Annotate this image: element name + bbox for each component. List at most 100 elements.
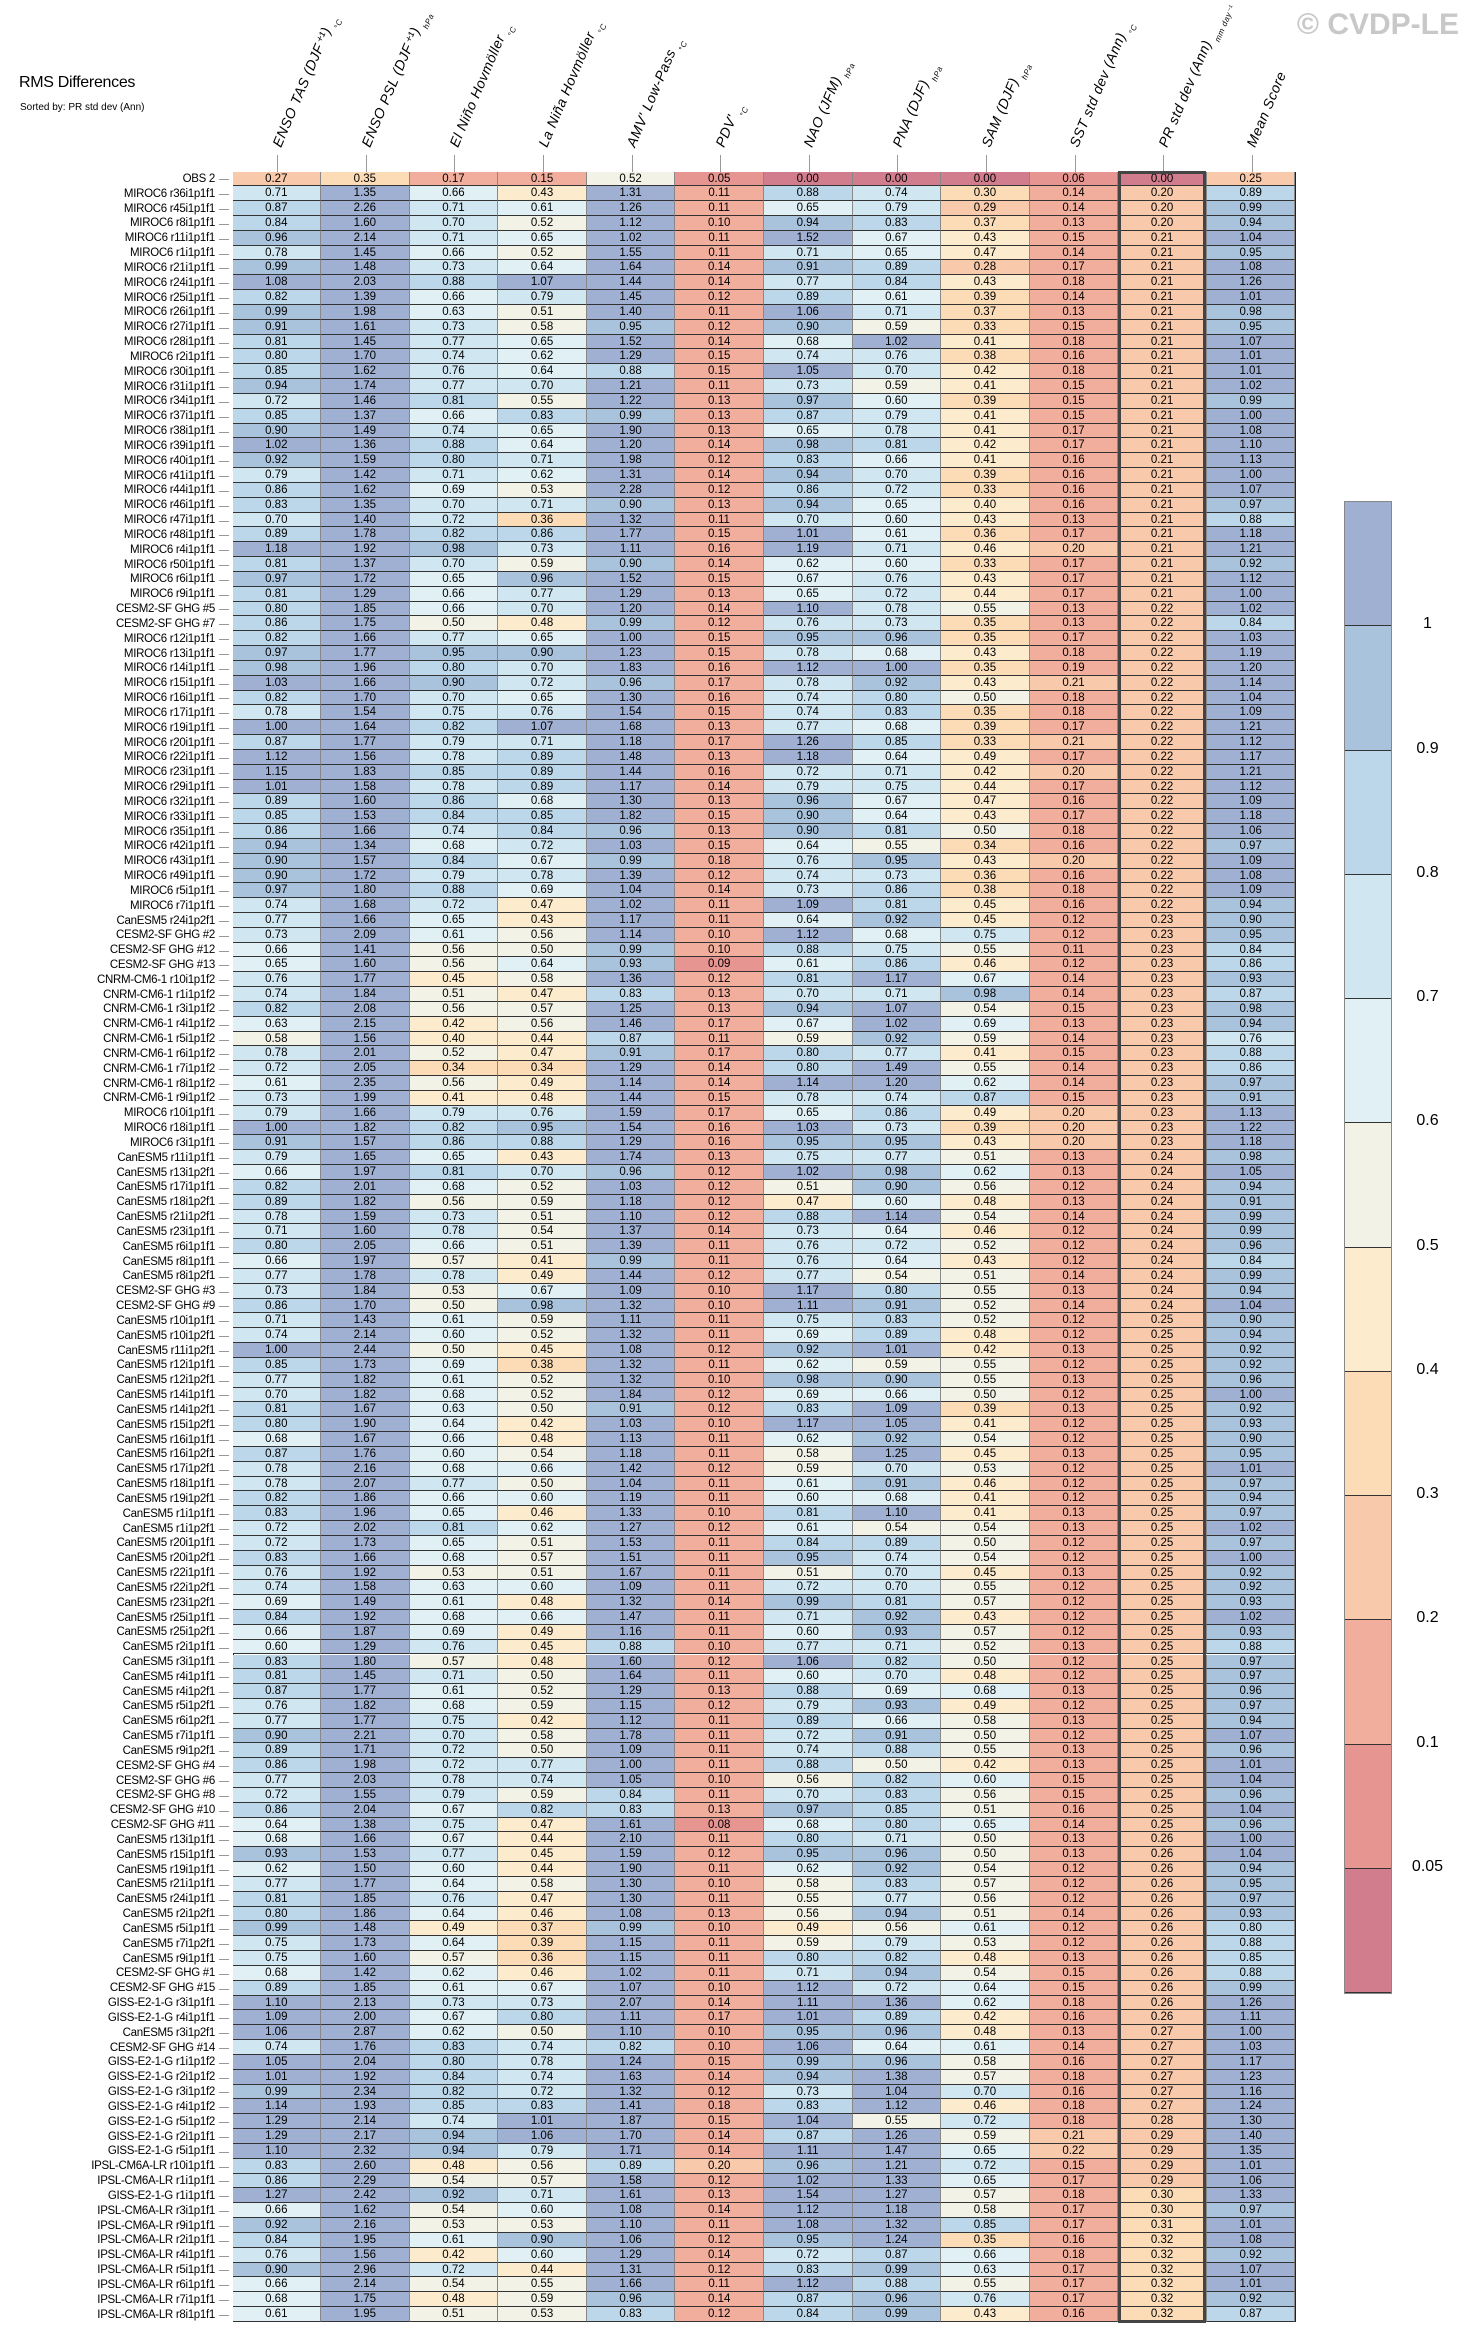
heatmap-cell: 1.01 [232,2069,322,2085]
heatmap-cell: 1.26 [763,735,853,750]
table-row: 0.97 1.77 0.95 0.90 1.23 0.15 0.78 0.68 0.43 0.18… [232,646,1297,661]
row-tick [219,1499,229,1501]
heatmap-cell: 1.00 [1206,1550,1296,1566]
heatmap-cell: 1.13 [1206,1105,1296,1121]
table-row: 0.66 2.14 0.54 0.55 1.66 0.11 1.12 0.88 0.55 0.17… [232,2277,1297,2293]
heatmap-cell: 0.39 [941,468,1030,483]
heatmap-cell: 1.54 [586,705,676,721]
row-tick [219,1484,229,1486]
heatmap-cell: 0.58 [498,1728,587,1744]
heatmap-cell: 0.26 [1118,1862,1207,1877]
heatmap-cell: 0.78 [409,749,499,765]
heatmap-cell: 0.30 [941,186,1030,202]
heatmap-cell: 1.10 [1206,438,1296,454]
heatmap-cell: 0.48 [498,1432,587,1447]
heatmap-cell: 1.90 [586,423,676,439]
table-row: 0.76 1.56 0.42 0.60 1.29 0.14 0.72 0.87 0.66 0.18… [232,2247,1297,2263]
heatmap-cell: 0.14 [675,2069,764,2085]
table-row: 0.91 1.61 0.73 0.58 0.95 0.12 0.90 0.59 0.33 0.15… [232,319,1297,335]
heatmap-cell: 1.44 [586,1268,676,1284]
heatmap-cell: 0.77 [409,379,499,394]
heatmap-cell: 1.07 [852,1001,942,1017]
heatmap-cell: 1.22 [1206,1120,1296,1136]
colorbar-label: 1 [1423,615,1432,633]
heatmap-cell: 1.86 [321,1491,410,1507]
row-tick [219,357,229,359]
heatmap-cell: 0.20 [1029,764,1119,780]
heatmap-cell: 0.65 [498,230,587,246]
heatmap-cell: 0.15 [1029,2158,1119,2174]
heatmap-cell: 0.11 [675,898,764,913]
heatmap-cell: 0.55 [498,2277,587,2293]
heatmap-cell: 0.46 [498,1965,587,1981]
heatmap-cell: 0.94 [1206,1713,1296,1729]
heatmap-cell: 0.27 [1118,2040,1207,2055]
heatmap-cell: 0.50 [941,1387,1030,1403]
heatmap-cell: 0.96 [852,2025,942,2041]
heatmap-cell: 0.15 [675,2114,764,2130]
heatmap-cell: 0.88 [1206,512,1296,528]
column-unit: hPa [1019,62,1035,81]
row-tick [219,2033,229,2035]
heatmap-cell: 2.16 [321,1461,410,1477]
heatmap-cell: 0.98 [498,1298,587,1314]
heatmap-cell: 0.48 [498,616,587,632]
heatmap-cell: 0.65 [941,1817,1030,1833]
heatmap-cell: 1.18 [586,735,676,750]
heatmap-cell: 0.88 [763,1209,853,1225]
heatmap-cell: 0.16 [1029,349,1119,365]
heatmap-cell: 0.43 [941,646,1030,661]
heatmap-cell: 0.33 [941,319,1030,335]
heatmap-cell: 0.21 [1118,260,1207,276]
heatmap-cell: 0.21 [1118,423,1207,439]
heatmap-cell: 1.26 [1206,1995,1296,2011]
heatmap-cell: 0.25 [1118,1402,1207,1418]
heatmap-cell: 0.64 [852,1224,942,1240]
table-row: 0.27 0.35 0.17 0.15 0.52 0.05 0.00 0.00 0.00 0.06… [232,171,1297,187]
row-tick [219,594,229,596]
heatmap-cell: 1.33 [852,2173,942,2189]
heatmap-cell: 0.11 [675,1550,764,1566]
heatmap-cell: 0.13 [675,497,764,513]
heatmap-cell: 0.97 [1206,497,1296,513]
heatmap-cell: 0.12 [675,1461,764,1477]
heatmap-cell: 0.11 [675,1328,764,1344]
heatmap-cell: 1.06 [763,1654,853,1670]
heatmap-cell: 0.66 [409,1239,499,1255]
heatmap-cell: 1.54 [586,1120,676,1136]
heatmap-cell: 0.79 [498,290,587,305]
heatmap-cell: 1.05 [1206,1165,1296,1180]
heatmap-cell: 0.41 [941,334,1030,350]
heatmap-cell: 0.76 [763,853,853,869]
heatmap-cell: 0.00 [852,171,942,187]
heatmap-cell: 0.16 [1029,898,1119,913]
heatmap-cell: 0.98 [232,660,322,676]
heatmap-cell: 0.57 [941,1624,1030,1640]
heatmap-cell: 0.75 [763,1150,853,1166]
column-title: Mean Score [1243,68,1290,150]
column-header: La Niña Hovmöller°C [535,17,609,149]
heatmap-cell: 0.51 [941,1802,1030,1818]
heatmap-cell: 1.01 [1206,2218,1296,2233]
heatmap-cell: 0.74 [232,987,322,1002]
heatmap-cell: 0.95 [763,631,853,647]
heatmap-cell: 1.59 [586,1105,676,1121]
heatmap-cell: 0.81 [852,898,942,913]
column-header: SAM (DJF)hPa [978,58,1034,149]
heatmap-cell: 0.12 [675,1343,764,1358]
heatmap-cell: 1.42 [586,1461,676,1477]
heatmap-cell: 0.71 [409,201,499,216]
table-row: 0.75 1.60 0.57 0.36 1.15 0.11 0.80 0.82 0.48 0.13… [232,1951,1297,1966]
row-tick [219,2211,229,2213]
row-label: CanESM5 r15i1p1f1 [116,1848,216,1861]
heatmap-cell: 0.86 [232,2173,322,2189]
heatmap-cell: 0.60 [763,1624,853,1640]
colorbar-bin [1345,999,1391,1124]
row-tick [219,1706,229,1708]
heatmap-cell: 0.64 [498,438,587,454]
column-title: PR std dev (Ann) [1154,37,1215,150]
heatmap-cell: 0.57 [941,2188,1030,2204]
heatmap-cell: 0.10 [675,1298,764,1314]
heatmap-cell: 0.13 [1029,1343,1119,1358]
heatmap-cell: 0.47 [498,1891,587,1907]
